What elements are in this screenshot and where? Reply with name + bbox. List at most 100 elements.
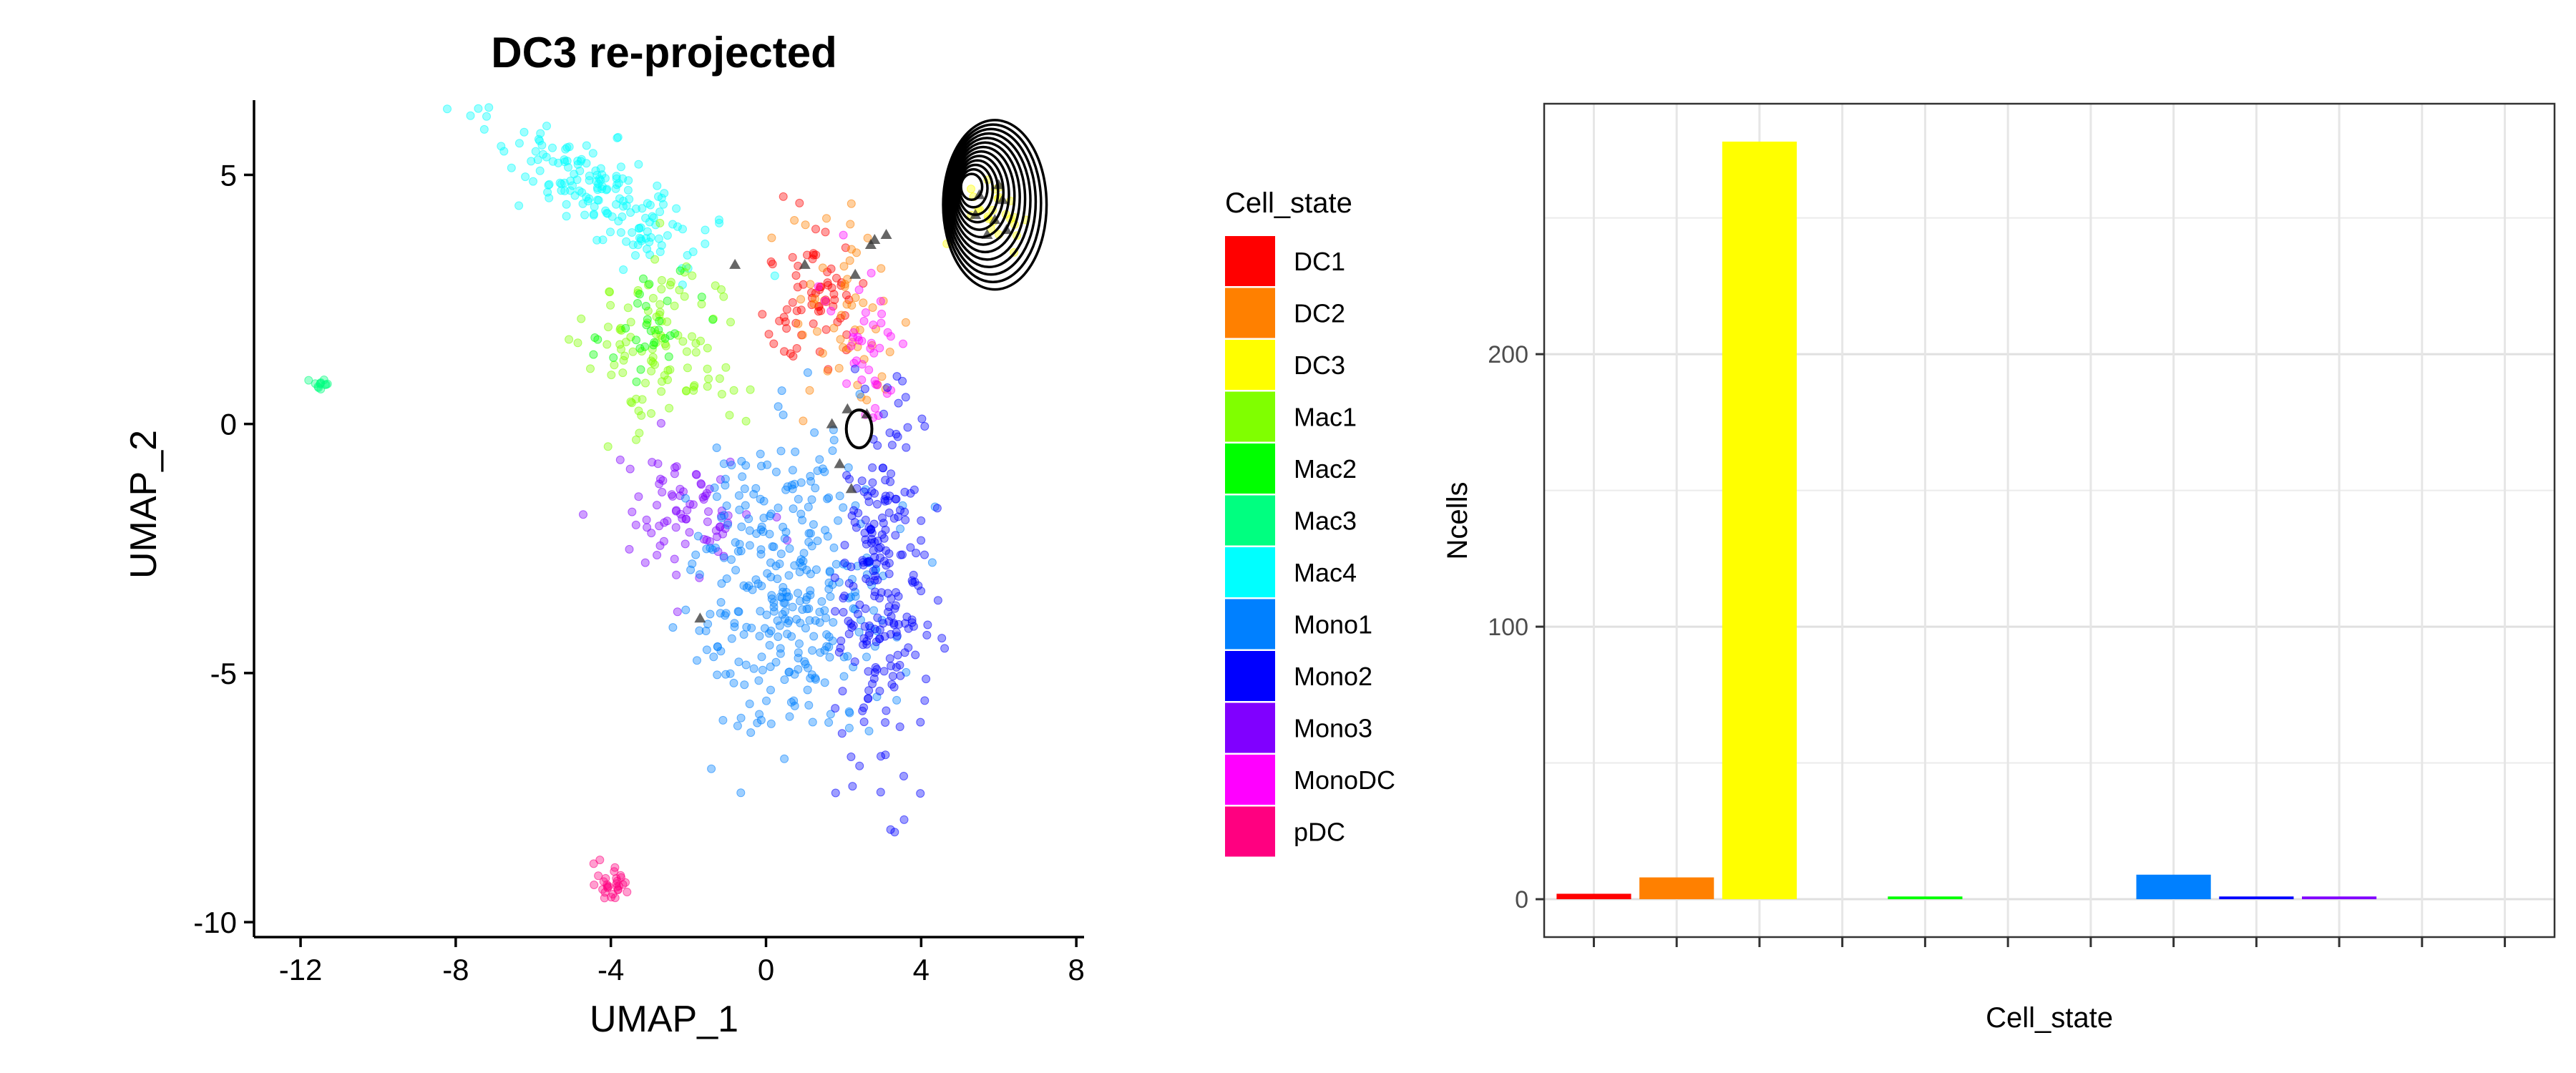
point-mono1 xyxy=(769,602,779,612)
point-mac4 xyxy=(619,265,628,274)
point-dc1 xyxy=(859,279,868,288)
point-mono2 xyxy=(901,393,910,402)
bar-mono2 xyxy=(2219,896,2294,900)
point-mono1 xyxy=(785,712,794,721)
point-mac4 xyxy=(535,166,545,175)
point-mono1 xyxy=(758,527,768,536)
point-mono1 xyxy=(703,619,713,629)
point-mac4 xyxy=(602,185,611,195)
point-pdc xyxy=(602,882,612,891)
umap-x-tick-label: 4 xyxy=(913,953,930,986)
point-monodc xyxy=(877,309,887,318)
density-contour xyxy=(954,155,1005,231)
point-dc1 xyxy=(821,325,831,334)
point-mono3 xyxy=(672,570,681,579)
point-mono1 xyxy=(809,520,818,529)
point-dc1 xyxy=(793,283,802,292)
point-mac1 xyxy=(719,292,728,301)
projected-point xyxy=(834,458,846,469)
bar-panel: 0 100 200 Cell_state Ncells xyxy=(1442,102,2556,1034)
point-mono3 xyxy=(678,514,687,523)
density-contour xyxy=(952,150,1010,239)
point-mac2 xyxy=(646,326,655,335)
legend-label-dc3: DC3 xyxy=(1294,351,1345,380)
point-dc1 xyxy=(786,349,795,358)
point-mac1 xyxy=(656,330,665,340)
point-mac4 xyxy=(668,220,678,229)
point-mac4 xyxy=(612,174,621,183)
point-mono2 xyxy=(906,489,915,498)
point-mono1 xyxy=(741,501,750,510)
point-mono3 xyxy=(692,470,701,479)
point-dc2 xyxy=(836,335,845,344)
point-mono1 xyxy=(810,428,819,437)
point-mono2 xyxy=(933,596,942,605)
point-dc1 xyxy=(779,313,789,322)
point-mac4 xyxy=(570,191,580,200)
point-dc2 xyxy=(863,233,872,242)
projected-point xyxy=(869,234,881,244)
point-mono1 xyxy=(693,531,703,541)
point-mono1 xyxy=(769,542,779,552)
point-mono1 xyxy=(820,678,829,687)
point-dc2 xyxy=(823,366,832,376)
projected-point xyxy=(799,258,811,269)
point-mac2 xyxy=(645,280,654,289)
point-mono1 xyxy=(727,555,736,564)
point-mac1 xyxy=(658,377,666,386)
point-mono1 xyxy=(734,491,743,500)
density-contour xyxy=(949,141,1021,254)
point-mac1 xyxy=(605,288,614,297)
point-monodc xyxy=(871,403,880,413)
legend-label-mono2: Mono2 xyxy=(1294,662,1372,691)
point-mono2 xyxy=(879,409,888,418)
point-mono2 xyxy=(875,687,884,695)
point-mono1 xyxy=(775,621,784,630)
point-mono1 xyxy=(821,613,831,622)
point-mono2 xyxy=(917,414,927,423)
point-mac2 xyxy=(641,302,650,310)
point-mono1 xyxy=(843,652,852,661)
point-mac4 xyxy=(534,134,543,144)
point-mac1 xyxy=(577,314,586,323)
point-mac4 xyxy=(628,228,637,237)
point-mac1 xyxy=(623,303,633,313)
point-mono1 xyxy=(807,495,816,504)
point-mono1 xyxy=(788,466,797,475)
point-dc1 xyxy=(779,192,788,201)
point-mac1 xyxy=(610,361,619,370)
point-mono1 xyxy=(740,484,749,494)
point-mac1 xyxy=(715,374,724,383)
point-mono2 xyxy=(894,398,903,408)
point-mono2 xyxy=(875,635,884,644)
point-mono2 xyxy=(884,602,894,612)
point-mac4 xyxy=(593,185,602,195)
point-mac4 xyxy=(657,193,666,202)
point-mono3 xyxy=(718,529,728,539)
point-mono1 xyxy=(735,539,744,549)
point-mono2 xyxy=(901,515,910,524)
point-mono1 xyxy=(774,504,783,512)
point-pdc xyxy=(623,888,632,896)
point-mac4 xyxy=(592,235,602,245)
point-mono1 xyxy=(734,657,743,667)
point-mono2 xyxy=(887,662,896,670)
point-mono1 xyxy=(779,522,788,531)
point-mac1 xyxy=(665,365,675,374)
point-mono1 xyxy=(811,673,820,682)
point-dc1 xyxy=(782,324,791,333)
point-mac4 xyxy=(564,162,572,172)
point-mono1 xyxy=(817,597,826,606)
point-mac4 xyxy=(770,271,779,280)
point-mono3 xyxy=(653,501,661,510)
point-mac4 xyxy=(613,132,623,142)
point-mac4 xyxy=(622,201,631,210)
point-mono1 xyxy=(765,529,774,539)
point-mono1 xyxy=(798,516,807,525)
point-mono2 xyxy=(848,782,857,791)
point-dc2 xyxy=(845,256,854,265)
point-mono1 xyxy=(771,657,781,667)
point-dc2 xyxy=(818,348,827,358)
point-monodc xyxy=(859,316,869,325)
point-monodc xyxy=(854,335,864,345)
